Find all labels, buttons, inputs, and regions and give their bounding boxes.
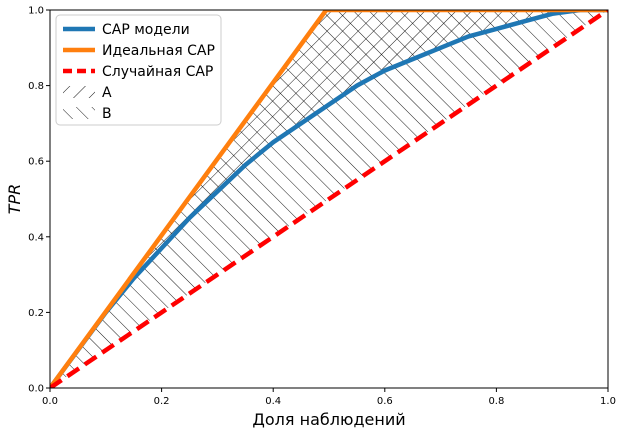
legend-label: CAP модели <box>102 22 190 38</box>
y-tick-label: 1.0 <box>28 6 44 17</box>
legend-box <box>55 14 222 126</box>
y-axis-title: TPR <box>5 184 24 215</box>
x-tick-label: 0.0 <box>42 396 58 407</box>
y-axis-ticks: 0.0 0.2 0.4 0.6 0.8 1.0 <box>28 6 50 395</box>
series-lines <box>50 10 608 388</box>
x-tick-label: 0.4 <box>265 396 281 407</box>
series-line-1 <box>50 10 608 388</box>
y-tick-label: 0.4 <box>28 232 44 243</box>
series-line-3 <box>50 10 608 388</box>
x-tick-label: 0.2 <box>154 396 170 407</box>
y-tick-label: 0.2 <box>28 308 44 319</box>
x-tick-label: 1.0 <box>600 396 616 407</box>
y-tick-label: 0.6 <box>28 157 44 168</box>
legend-label: B <box>102 106 112 122</box>
x-axis-ticks: 0.0 0.2 0.4 0.6 0.8 1.0 <box>42 388 616 407</box>
y-tick-label: 0.8 <box>28 81 44 92</box>
y-tick-label: 0.0 <box>28 384 44 395</box>
legend-swatch-hatch <box>63 107 95 119</box>
x-tick-label: 0.6 <box>377 396 393 407</box>
legend-label: A <box>102 85 112 101</box>
x-axis-title: Доля наблюдений <box>252 410 405 429</box>
legend-swatch-hatch <box>63 86 95 98</box>
legend-label: Случайная CAP <box>102 64 213 80</box>
legend: CAP модели Идеальная CAP Случайная CAP AB <box>55 14 222 126</box>
series-line-2 <box>50 10 608 388</box>
plot-frame <box>49 9 609 389</box>
x-tick-label: 0.8 <box>488 396 504 407</box>
legend-label: Идеальная CAP <box>102 43 215 59</box>
